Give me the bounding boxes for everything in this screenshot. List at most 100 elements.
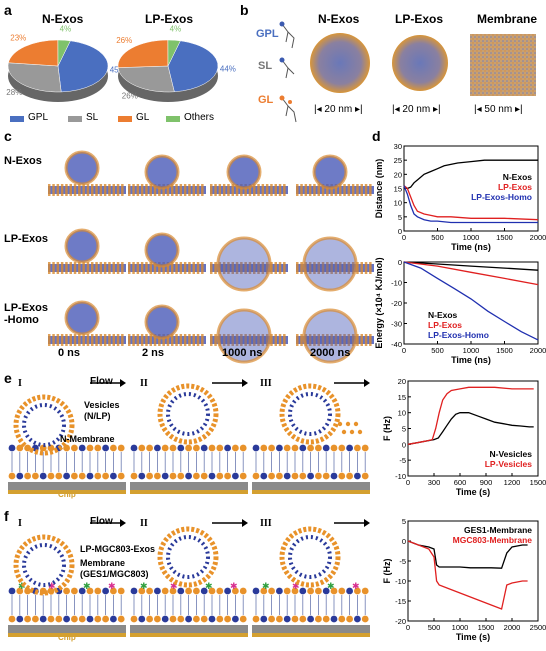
legend-swatch-gpl	[10, 116, 24, 122]
chip-substrate	[8, 482, 126, 490]
legend-label-gl: GL	[136, 112, 150, 123]
panel-letter-a: a	[4, 2, 12, 18]
y-tick-label: -10	[391, 279, 402, 288]
n-exos-vesicle	[310, 33, 370, 93]
pie-0: 45% 28% 23% 4%	[6, 24, 126, 102]
snapshot-r2-c1	[128, 304, 206, 346]
vesicle-renders	[310, 33, 536, 96]
chip-substrate	[130, 625, 248, 633]
y-axis-label: Energy (×10⁴ KJ/mol)	[374, 257, 384, 348]
column-title-lp-exos: LP-Exos	[395, 12, 444, 26]
series-line-lp-exos-homo	[403, 261, 539, 341]
y-tick-label: 5	[402, 517, 406, 526]
y-tick-label: 10	[398, 409, 406, 418]
svg-text:✱: ✱	[48, 581, 56, 591]
legend-swatch-gl	[118, 116, 132, 122]
x-tick-label: 500	[431, 346, 444, 355]
pie-slice-sl	[7, 62, 62, 93]
y-axis-label: F (Hz)	[382, 559, 392, 584]
vesicle-label-e: Vesicles (N/LP)	[84, 400, 120, 421]
pie-title-n-exos: N-Exos	[42, 12, 84, 26]
scheme-step-3	[252, 379, 370, 494]
y-tick-label: -10	[395, 472, 406, 481]
snapshot-r2-c3	[296, 308, 374, 364]
column-title-membrane: Membrane	[477, 12, 538, 26]
x-tick-label: 0	[402, 233, 406, 242]
y-tick-label: 15	[398, 393, 406, 402]
step-f-3: III	[260, 518, 272, 529]
svg-text:✱: ✱	[292, 581, 300, 591]
y-tick-label: 25	[394, 156, 402, 165]
y-tick-label: -20	[391, 299, 402, 308]
time-label-0ns: 0 ns	[58, 347, 81, 359]
y-tick-label: 10	[394, 199, 402, 208]
chip-substrate	[252, 625, 370, 633]
svg-text:✱: ✱	[327, 581, 335, 591]
panel-letter-b: b	[240, 2, 249, 18]
snapshot-r0-c2	[210, 154, 288, 196]
x-tick-label: 2500	[530, 623, 546, 632]
y-tick-label: -40	[391, 340, 402, 349]
chip-label-e: Chip	[58, 490, 76, 499]
x-tick-label: 2000	[504, 623, 521, 632]
chip-label-f: Chip	[58, 633, 76, 642]
x-tick-label: 1500	[530, 478, 546, 487]
qcm-vesicles-chart: 0 300 600 900 1200 1500 -10 -5 0 5 10 15 20 Time (s) F…	[382, 377, 546, 497]
legend-swatch-sl	[68, 116, 82, 122]
y-tick-label: 0	[402, 537, 406, 546]
vesicle-label-f: LP-MGC803-Exos	[80, 544, 156, 554]
scheme-step-1: ✱ ✱ ✱ ✱	[8, 519, 126, 637]
panel-letter-f: f	[4, 508, 9, 524]
scheme-step-2: ✱ ✱ ✱ ✱	[130, 519, 248, 637]
time-label-1000ns: 1000 ns	[222, 347, 263, 359]
y-axis-label: F (Hz)	[382, 416, 392, 441]
x-tick-label: 1500	[496, 346, 513, 355]
x-tick-label: 2000	[530, 346, 546, 355]
pie-slice-sl	[117, 65, 175, 93]
pie-charts: 45% 28% 23% 4% 44% 26% 26% 4%	[6, 24, 236, 102]
y-tick-label: -5	[399, 456, 406, 465]
x-tick-label: 1500	[478, 623, 495, 632]
y-tick-label: -5	[399, 557, 406, 566]
chip-substrate	[130, 482, 248, 490]
chip-gold	[130, 633, 248, 637]
scale-label-1: 20 nm	[324, 104, 353, 115]
vesicle-2	[157, 526, 219, 588]
vesicle-adsorption-scheme	[8, 379, 370, 494]
pie-slice-gl	[8, 39, 59, 67]
legend-lp-exos: LP-Exos	[498, 182, 532, 192]
series-line-n-exos	[403, 261, 539, 271]
snapshot-r0-c1	[128, 154, 206, 196]
pie-slice-gl	[117, 39, 169, 68]
pie-slice-gpl	[57, 40, 109, 93]
pie-label-others: 4%	[60, 24, 72, 33]
row-label-lp-exos-homo: LP-Exos -Homo	[4, 302, 49, 326]
pie-1: 44% 26% 26% 4%	[116, 24, 236, 102]
legend-lp-exos: LP-Exos	[428, 320, 462, 330]
lipid-structures	[279, 21, 297, 123]
membrane-recognition-scheme: ✱ ✱ ✱ ✱ ✱ ✱ ✱ ✱ ✱ ✱ ✱ ✱	[8, 519, 370, 637]
x-tick-label: 600	[454, 478, 467, 487]
vesicle-1	[13, 534, 75, 596]
svg-text:✱: ✱	[205, 581, 213, 591]
series-line-n-exos	[403, 159, 538, 190]
legend-swatch-others	[166, 116, 180, 122]
legend-n-exos: N-Exos	[428, 310, 458, 320]
snapshot-r2-c0	[48, 300, 126, 346]
qcm-membrane-chart: 0 500 1000 1500 2000 2500 -20 -15 -10 -5 0 5 Time (s…	[382, 517, 546, 642]
series-line-lp-vesicles	[407, 386, 534, 445]
pie-label-gpl: 44%	[220, 64, 236, 73]
series-line-mgc803-membrane	[407, 540, 528, 610]
series-line-lp-exos-homo	[403, 185, 538, 224]
snapshot-r1-c2	[210, 236, 288, 292]
svg-text:✱: ✱	[352, 581, 360, 591]
svg-text:✱: ✱	[230, 581, 238, 591]
legend-lp-exos-homo: LP-Exos-Homo	[471, 192, 532, 202]
scheme-step-3: ✱ ✱ ✱ ✱	[252, 519, 370, 637]
panel-letter-e: e	[4, 370, 12, 386]
pie-label-gl: 26%	[116, 36, 132, 45]
pie-label-others: 4%	[170, 24, 182, 33]
step-e-2: II	[140, 378, 148, 389]
x-axis-label: Time (ns)	[451, 355, 491, 365]
pie-label-gpl: 45%	[110, 66, 126, 75]
